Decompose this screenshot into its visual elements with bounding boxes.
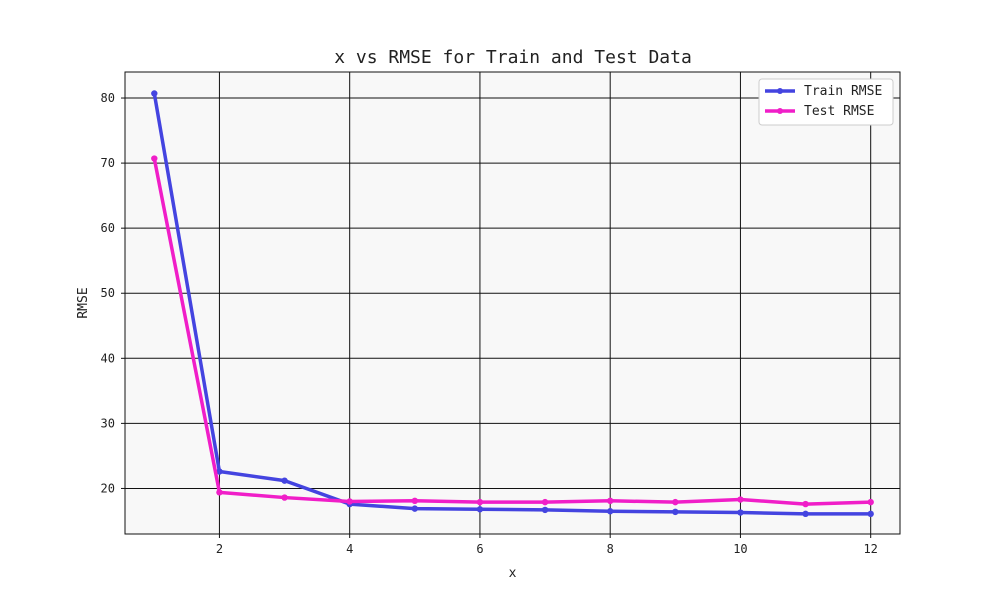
y-tick-label: 20 — [101, 481, 115, 495]
train-rmse-point — [151, 90, 158, 97]
test-rmse-point — [541, 498, 549, 506]
legend-train-label: Train RMSE — [804, 84, 882, 99]
x-tick-label: 2 — [216, 542, 223, 556]
x-tick-label: 12 — [863, 542, 877, 556]
legend-test-label: Test RMSE — [804, 104, 874, 119]
x-tick-label: 8 — [607, 542, 614, 556]
test-rmse-point — [346, 498, 353, 505]
train-rmse-point — [802, 510, 809, 518]
train-rmse-point — [411, 505, 419, 512]
train-rmse-point — [672, 508, 679, 516]
train-rmse-point — [541, 506, 549, 514]
grid-lines — [125, 72, 900, 534]
train-rmse-point — [476, 506, 484, 513]
train-rmse-point — [606, 508, 614, 515]
y-tick-label: 60 — [101, 221, 115, 235]
test-rmse-point — [672, 498, 679, 506]
chart-title: x vs RMSE for Train and Test Data — [334, 47, 692, 68]
legend-test-marker — [777, 108, 783, 114]
test-rmse-point — [867, 498, 874, 506]
plot-area — [125, 72, 900, 534]
legend-train-marker — [777, 88, 783, 94]
y-axis-label: RMSE — [76, 287, 91, 318]
test-rmse-point — [411, 497, 419, 505]
test-rmse-point — [476, 498, 484, 506]
data-series — [151, 90, 874, 518]
test-rmse-point — [281, 494, 288, 501]
test-rmse-point — [216, 489, 223, 496]
train-rmse-point — [281, 477, 288, 484]
plot-frame — [124, 71, 901, 535]
train-rmse-point — [216, 468, 223, 475]
y-tick-label: 50 — [101, 286, 115, 300]
y-axis-ticks: 20 30 40 50 60 70 80 — [101, 91, 125, 495]
y-tick-label: 70 — [101, 156, 115, 170]
x-axis-ticks: 2 4 6 8 10 12 — [216, 534, 878, 556]
test-rmse-point — [802, 500, 809, 508]
legend: Train RMSE Test RMSE — [758, 78, 894, 126]
x-tick-label: 10 — [733, 542, 747, 556]
test-rmse-point — [737, 496, 744, 503]
test-rmse-point — [151, 155, 158, 162]
train-rmse-point — [737, 509, 744, 516]
test-rmse-line — [152, 156, 873, 506]
y-tick-label: 40 — [101, 351, 115, 365]
x-tick-label: 4 — [346, 542, 353, 556]
train-rmse-point — [867, 510, 874, 518]
y-tick-label: 30 — [101, 416, 115, 430]
train-rmse-line — [152, 91, 873, 516]
x-tick-label: 6 — [476, 542, 483, 556]
y-tick-label: 80 — [101, 91, 115, 105]
x-axis-label: x — [509, 566, 517, 581]
test-rmse-point — [606, 497, 614, 505]
